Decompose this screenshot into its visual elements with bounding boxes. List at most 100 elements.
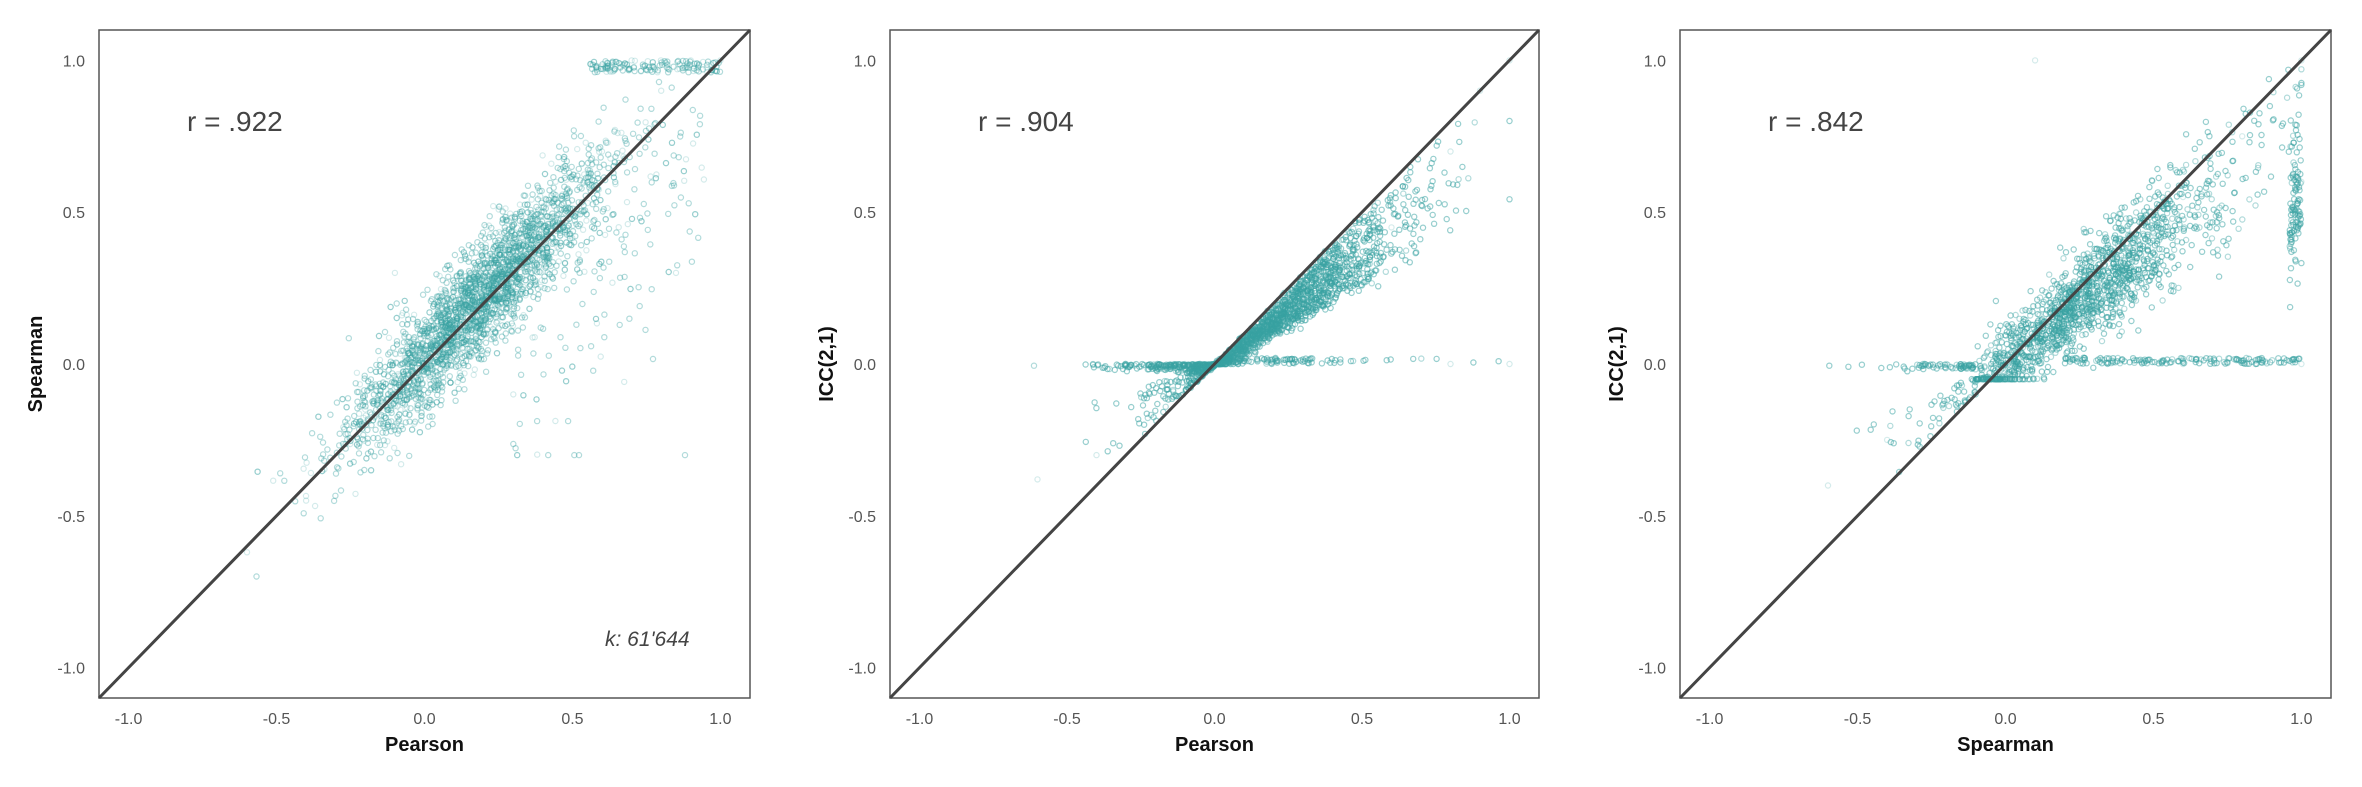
scatter-point bbox=[472, 290, 480, 297]
scatter-point bbox=[307, 469, 315, 477]
scatter-point bbox=[546, 251, 553, 258]
scatter-point bbox=[411, 364, 418, 372]
scatter-point bbox=[456, 364, 463, 371]
scatter-point bbox=[547, 198, 554, 206]
scatter-point bbox=[430, 359, 437, 367]
scatter-point bbox=[500, 292, 508, 299]
scatter-point bbox=[391, 444, 398, 452]
scatter-point bbox=[527, 268, 535, 276]
scatter-point bbox=[474, 344, 481, 351]
scatter-point bbox=[683, 61, 691, 69]
scatter-point bbox=[426, 334, 433, 341]
scatter-point bbox=[302, 492, 310, 500]
scatter-point bbox=[453, 296, 460, 304]
scatter-point bbox=[420, 345, 427, 352]
scatter-point bbox=[460, 326, 467, 333]
scatter-point bbox=[685, 62, 693, 69]
scatter-point bbox=[421, 345, 428, 352]
scatter-point bbox=[450, 344, 457, 351]
scatter-point bbox=[508, 298, 515, 305]
scatter-point bbox=[534, 451, 541, 458]
scatter-point bbox=[393, 420, 401, 427]
scatter-point bbox=[475, 343, 483, 351]
scatter-point bbox=[487, 271, 494, 278]
scatter-point bbox=[465, 271, 473, 278]
scatter-point bbox=[657, 57, 665, 64]
scatter-point bbox=[690, 67, 697, 75]
scatter-point bbox=[499, 244, 507, 252]
scatter-point bbox=[461, 255, 468, 263]
scatter-point bbox=[644, 58, 652, 65]
scatter-point bbox=[471, 270, 478, 277]
scatter-point bbox=[492, 270, 500, 277]
scatter-point bbox=[500, 268, 507, 275]
scatter-point bbox=[368, 381, 376, 388]
scatter-point bbox=[385, 409, 392, 417]
scatter-point bbox=[497, 237, 504, 244]
scatter-point bbox=[448, 357, 455, 364]
scatter-point bbox=[381, 441, 389, 449]
scatter-point bbox=[539, 204, 546, 211]
scatter-point bbox=[451, 337, 459, 344]
scatter-point bbox=[700, 176, 708, 183]
scatter-point bbox=[548, 213, 556, 221]
scatter-point bbox=[488, 297, 496, 304]
scatter-point bbox=[391, 269, 399, 277]
scatter-point bbox=[539, 246, 546, 253]
scatter-point bbox=[438, 351, 445, 358]
scatter-point bbox=[485, 300, 493, 307]
scatter-point bbox=[607, 155, 614, 162]
scatter-point bbox=[555, 258, 563, 265]
scatter-point bbox=[425, 333, 432, 341]
scatter-point bbox=[478, 289, 486, 296]
scatter-point bbox=[436, 331, 443, 339]
scatter-point bbox=[429, 341, 436, 348]
scatter-point bbox=[689, 140, 697, 147]
scatter-point bbox=[703, 64, 710, 71]
scatter-point bbox=[607, 67, 614, 74]
scatter-point bbox=[508, 239, 515, 247]
scatter-point bbox=[382, 414, 390, 421]
scatter-point bbox=[395, 370, 402, 378]
scatter-point bbox=[427, 371, 434, 378]
scatter-point bbox=[535, 236, 543, 244]
scatter-point bbox=[498, 294, 505, 301]
scatter-point bbox=[396, 411, 403, 418]
scatter-point bbox=[490, 202, 497, 210]
scatter-point bbox=[439, 373, 447, 381]
scatter-point bbox=[491, 252, 499, 259]
scatter-point bbox=[362, 406, 369, 413]
scatter-point bbox=[566, 232, 573, 240]
scatter-point bbox=[415, 361, 422, 368]
scatter-point bbox=[383, 406, 391, 413]
scatter-point bbox=[438, 316, 445, 323]
scatter-point bbox=[479, 294, 486, 301]
scatter-point bbox=[609, 279, 616, 286]
scatter-point bbox=[593, 320, 601, 327]
scatter-point bbox=[537, 192, 544, 200]
scatter-point bbox=[395, 397, 403, 404]
scatter-point bbox=[438, 333, 445, 340]
scatter-point bbox=[513, 236, 520, 243]
scatter-point bbox=[507, 267, 514, 274]
scatter-point bbox=[460, 339, 467, 346]
scatter-point bbox=[442, 323, 449, 331]
scatter-point bbox=[485, 308, 493, 315]
scatter-point bbox=[471, 366, 478, 373]
scatter-point bbox=[356, 381, 364, 388]
scatter-point bbox=[520, 283, 527, 290]
scatter-point bbox=[405, 338, 413, 345]
scatter-point bbox=[436, 308, 443, 315]
scatter-point bbox=[482, 223, 490, 231]
scatter-point bbox=[607, 68, 614, 75]
scatter-point bbox=[609, 58, 617, 65]
scatter-point bbox=[487, 250, 494, 257]
scatter-point bbox=[355, 410, 363, 417]
scatter-point bbox=[415, 356, 422, 364]
scatter-point bbox=[503, 300, 510, 307]
scatter-point bbox=[624, 220, 632, 228]
scatter-point bbox=[484, 283, 492, 290]
scatter-point bbox=[396, 373, 404, 380]
scatter-point bbox=[384, 406, 391, 413]
scatter-point bbox=[426, 376, 433, 384]
